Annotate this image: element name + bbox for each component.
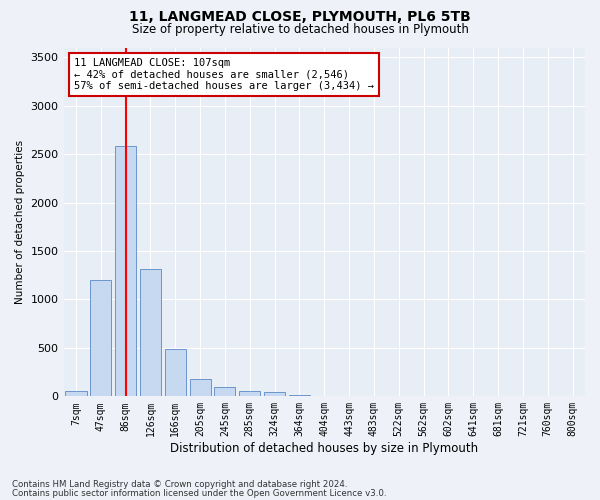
Text: 11 LANGMEAD CLOSE: 107sqm
← 42% of detached houses are smaller (2,546)
57% of se: 11 LANGMEAD CLOSE: 107sqm ← 42% of detac… [74, 58, 374, 91]
Text: Contains HM Land Registry data © Crown copyright and database right 2024.: Contains HM Land Registry data © Crown c… [12, 480, 347, 489]
Text: 11, LANGMEAD CLOSE, PLYMOUTH, PL6 5TB: 11, LANGMEAD CLOSE, PLYMOUTH, PL6 5TB [129, 10, 471, 24]
Bar [115, 146, 136, 396]
Bar [239, 392, 260, 396]
Bar [165, 349, 186, 397]
Bar [140, 270, 161, 396]
Bar [190, 380, 211, 396]
Bar [65, 392, 86, 396]
Bar [264, 392, 285, 396]
Text: Contains public sector information licensed under the Open Government Licence v3: Contains public sector information licen… [12, 489, 386, 498]
Bar [214, 386, 235, 396]
Y-axis label: Number of detached properties: Number of detached properties [15, 140, 25, 304]
Text: Size of property relative to detached houses in Plymouth: Size of property relative to detached ho… [131, 22, 469, 36]
Bar [90, 280, 112, 396]
X-axis label: Distribution of detached houses by size in Plymouth: Distribution of detached houses by size … [170, 442, 478, 455]
